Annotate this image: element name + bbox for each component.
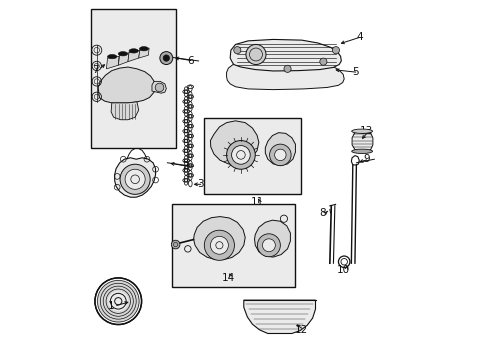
Text: 3: 3 — [197, 179, 203, 189]
Ellipse shape — [107, 54, 117, 59]
Ellipse shape — [351, 149, 372, 153]
Circle shape — [257, 234, 280, 257]
Text: 10: 10 — [336, 265, 349, 275]
Circle shape — [163, 55, 169, 61]
Polygon shape — [254, 220, 290, 257]
Text: 12: 12 — [294, 325, 307, 335]
Circle shape — [210, 236, 228, 254]
Polygon shape — [118, 53, 129, 65]
Polygon shape — [106, 56, 119, 69]
Text: 5: 5 — [352, 67, 358, 77]
Circle shape — [108, 291, 128, 311]
Circle shape — [171, 240, 180, 249]
Text: 4: 4 — [355, 32, 362, 41]
Polygon shape — [128, 50, 140, 62]
Polygon shape — [265, 133, 295, 166]
Ellipse shape — [351, 129, 372, 134]
Circle shape — [269, 144, 290, 166]
Circle shape — [160, 51, 172, 64]
Text: 9: 9 — [363, 154, 369, 164]
Circle shape — [231, 145, 250, 164]
Text: 2: 2 — [182, 161, 188, 171]
Ellipse shape — [139, 46, 148, 51]
Circle shape — [233, 46, 241, 54]
Polygon shape — [210, 121, 258, 165]
Text: 8: 8 — [319, 208, 325, 218]
Circle shape — [204, 230, 234, 260]
Circle shape — [120, 164, 150, 194]
Circle shape — [125, 169, 145, 189]
Polygon shape — [152, 81, 166, 93]
Circle shape — [319, 58, 326, 65]
Text: 7: 7 — [92, 64, 99, 75]
Polygon shape — [111, 102, 139, 120]
Text: 6: 6 — [187, 56, 194, 66]
Circle shape — [226, 140, 255, 169]
Text: 14: 14 — [221, 273, 235, 283]
Ellipse shape — [118, 51, 127, 56]
Circle shape — [155, 83, 163, 92]
Circle shape — [284, 65, 290, 72]
Polygon shape — [139, 48, 149, 58]
Bar — [172, 204, 295, 287]
Polygon shape — [230, 40, 341, 71]
Polygon shape — [244, 300, 315, 333]
Circle shape — [97, 280, 140, 323]
Polygon shape — [193, 217, 244, 260]
Bar — [204, 118, 301, 194]
Circle shape — [262, 239, 275, 252]
Ellipse shape — [129, 49, 138, 53]
Circle shape — [274, 149, 285, 161]
Text: 1: 1 — [107, 301, 114, 311]
Polygon shape — [98, 67, 155, 103]
Circle shape — [332, 46, 339, 54]
Text: 13: 13 — [359, 126, 372, 135]
Circle shape — [245, 44, 265, 64]
Polygon shape — [351, 131, 372, 152]
Polygon shape — [226, 60, 344, 90]
Text: 11: 11 — [250, 197, 263, 207]
Polygon shape — [115, 158, 155, 197]
Bar — [91, 9, 176, 148]
